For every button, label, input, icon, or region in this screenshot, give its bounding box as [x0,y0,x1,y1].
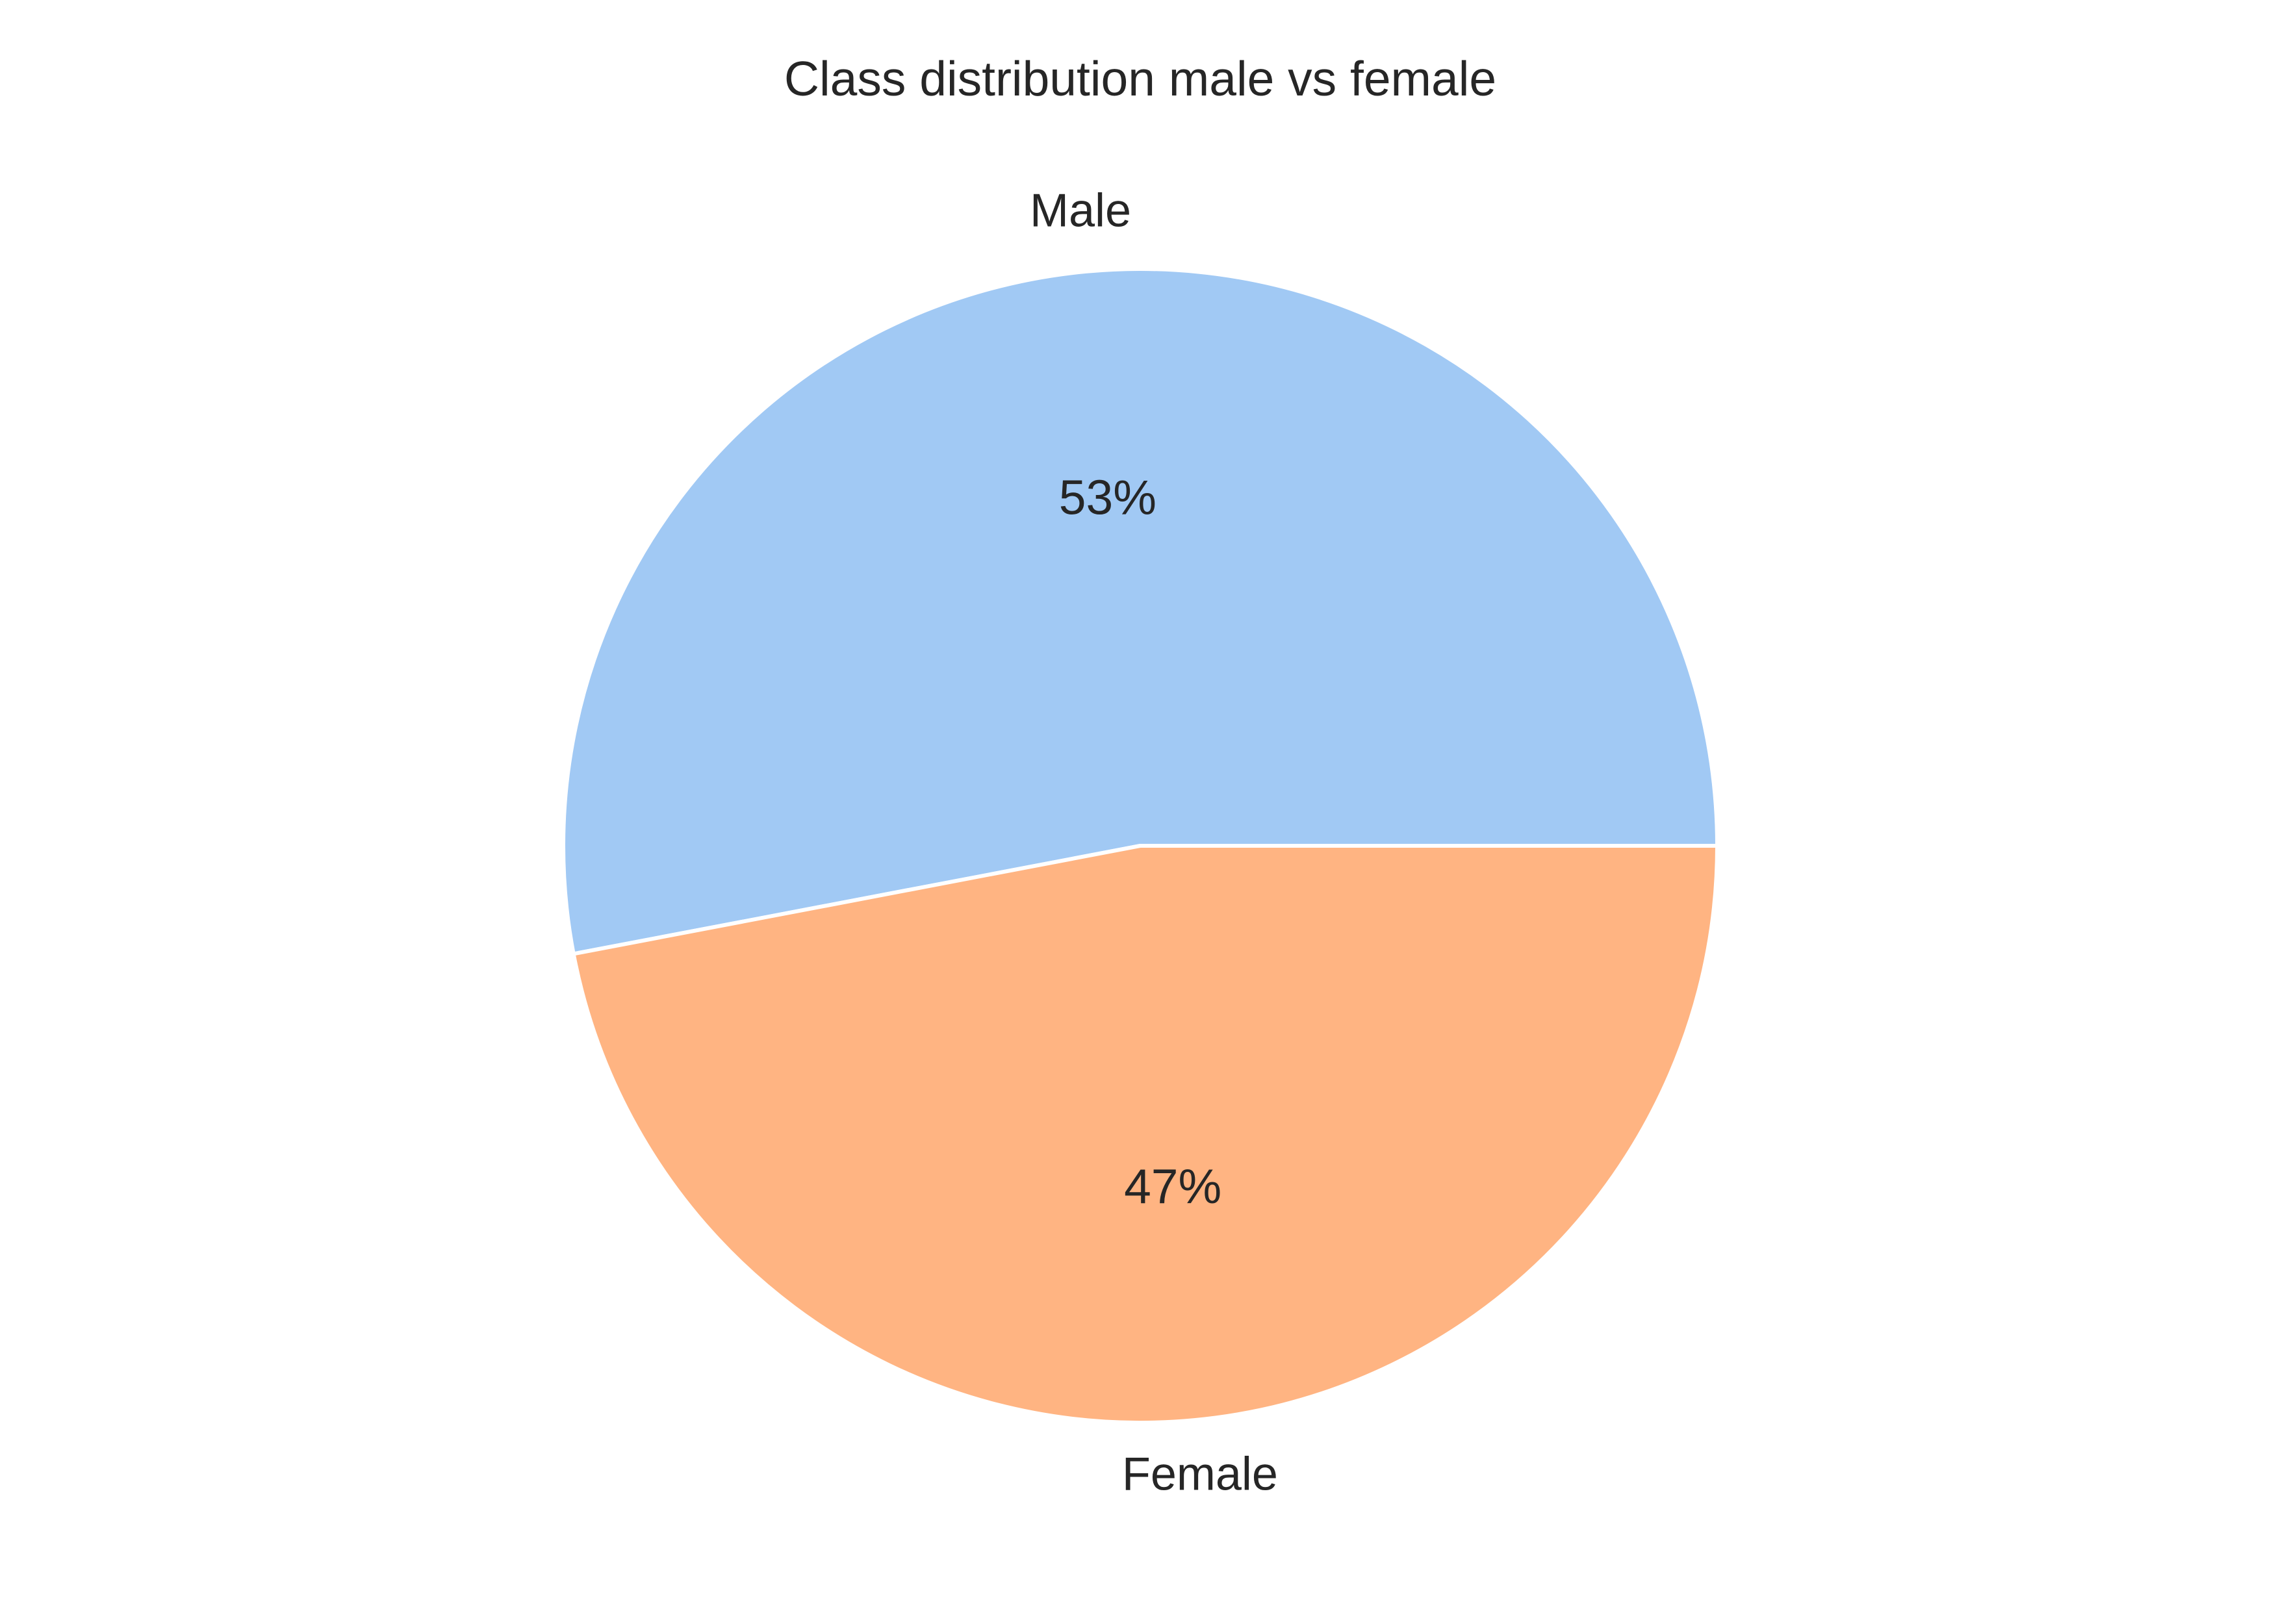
slice-label-female: Female [1122,1448,1278,1500]
slice-label-male: Male [1030,185,1131,237]
chart-title: Class distribution male vs female [784,51,1496,106]
pie-slices [561,267,1719,1425]
pct-label-male: 53% [1059,470,1156,524]
pie-slice-female [571,844,1719,1425]
pie-labels: Male 53% Female 47% [1030,185,1278,1501]
pie-slice-male [561,267,1719,956]
pct-label-female: 47% [1124,1159,1221,1213]
